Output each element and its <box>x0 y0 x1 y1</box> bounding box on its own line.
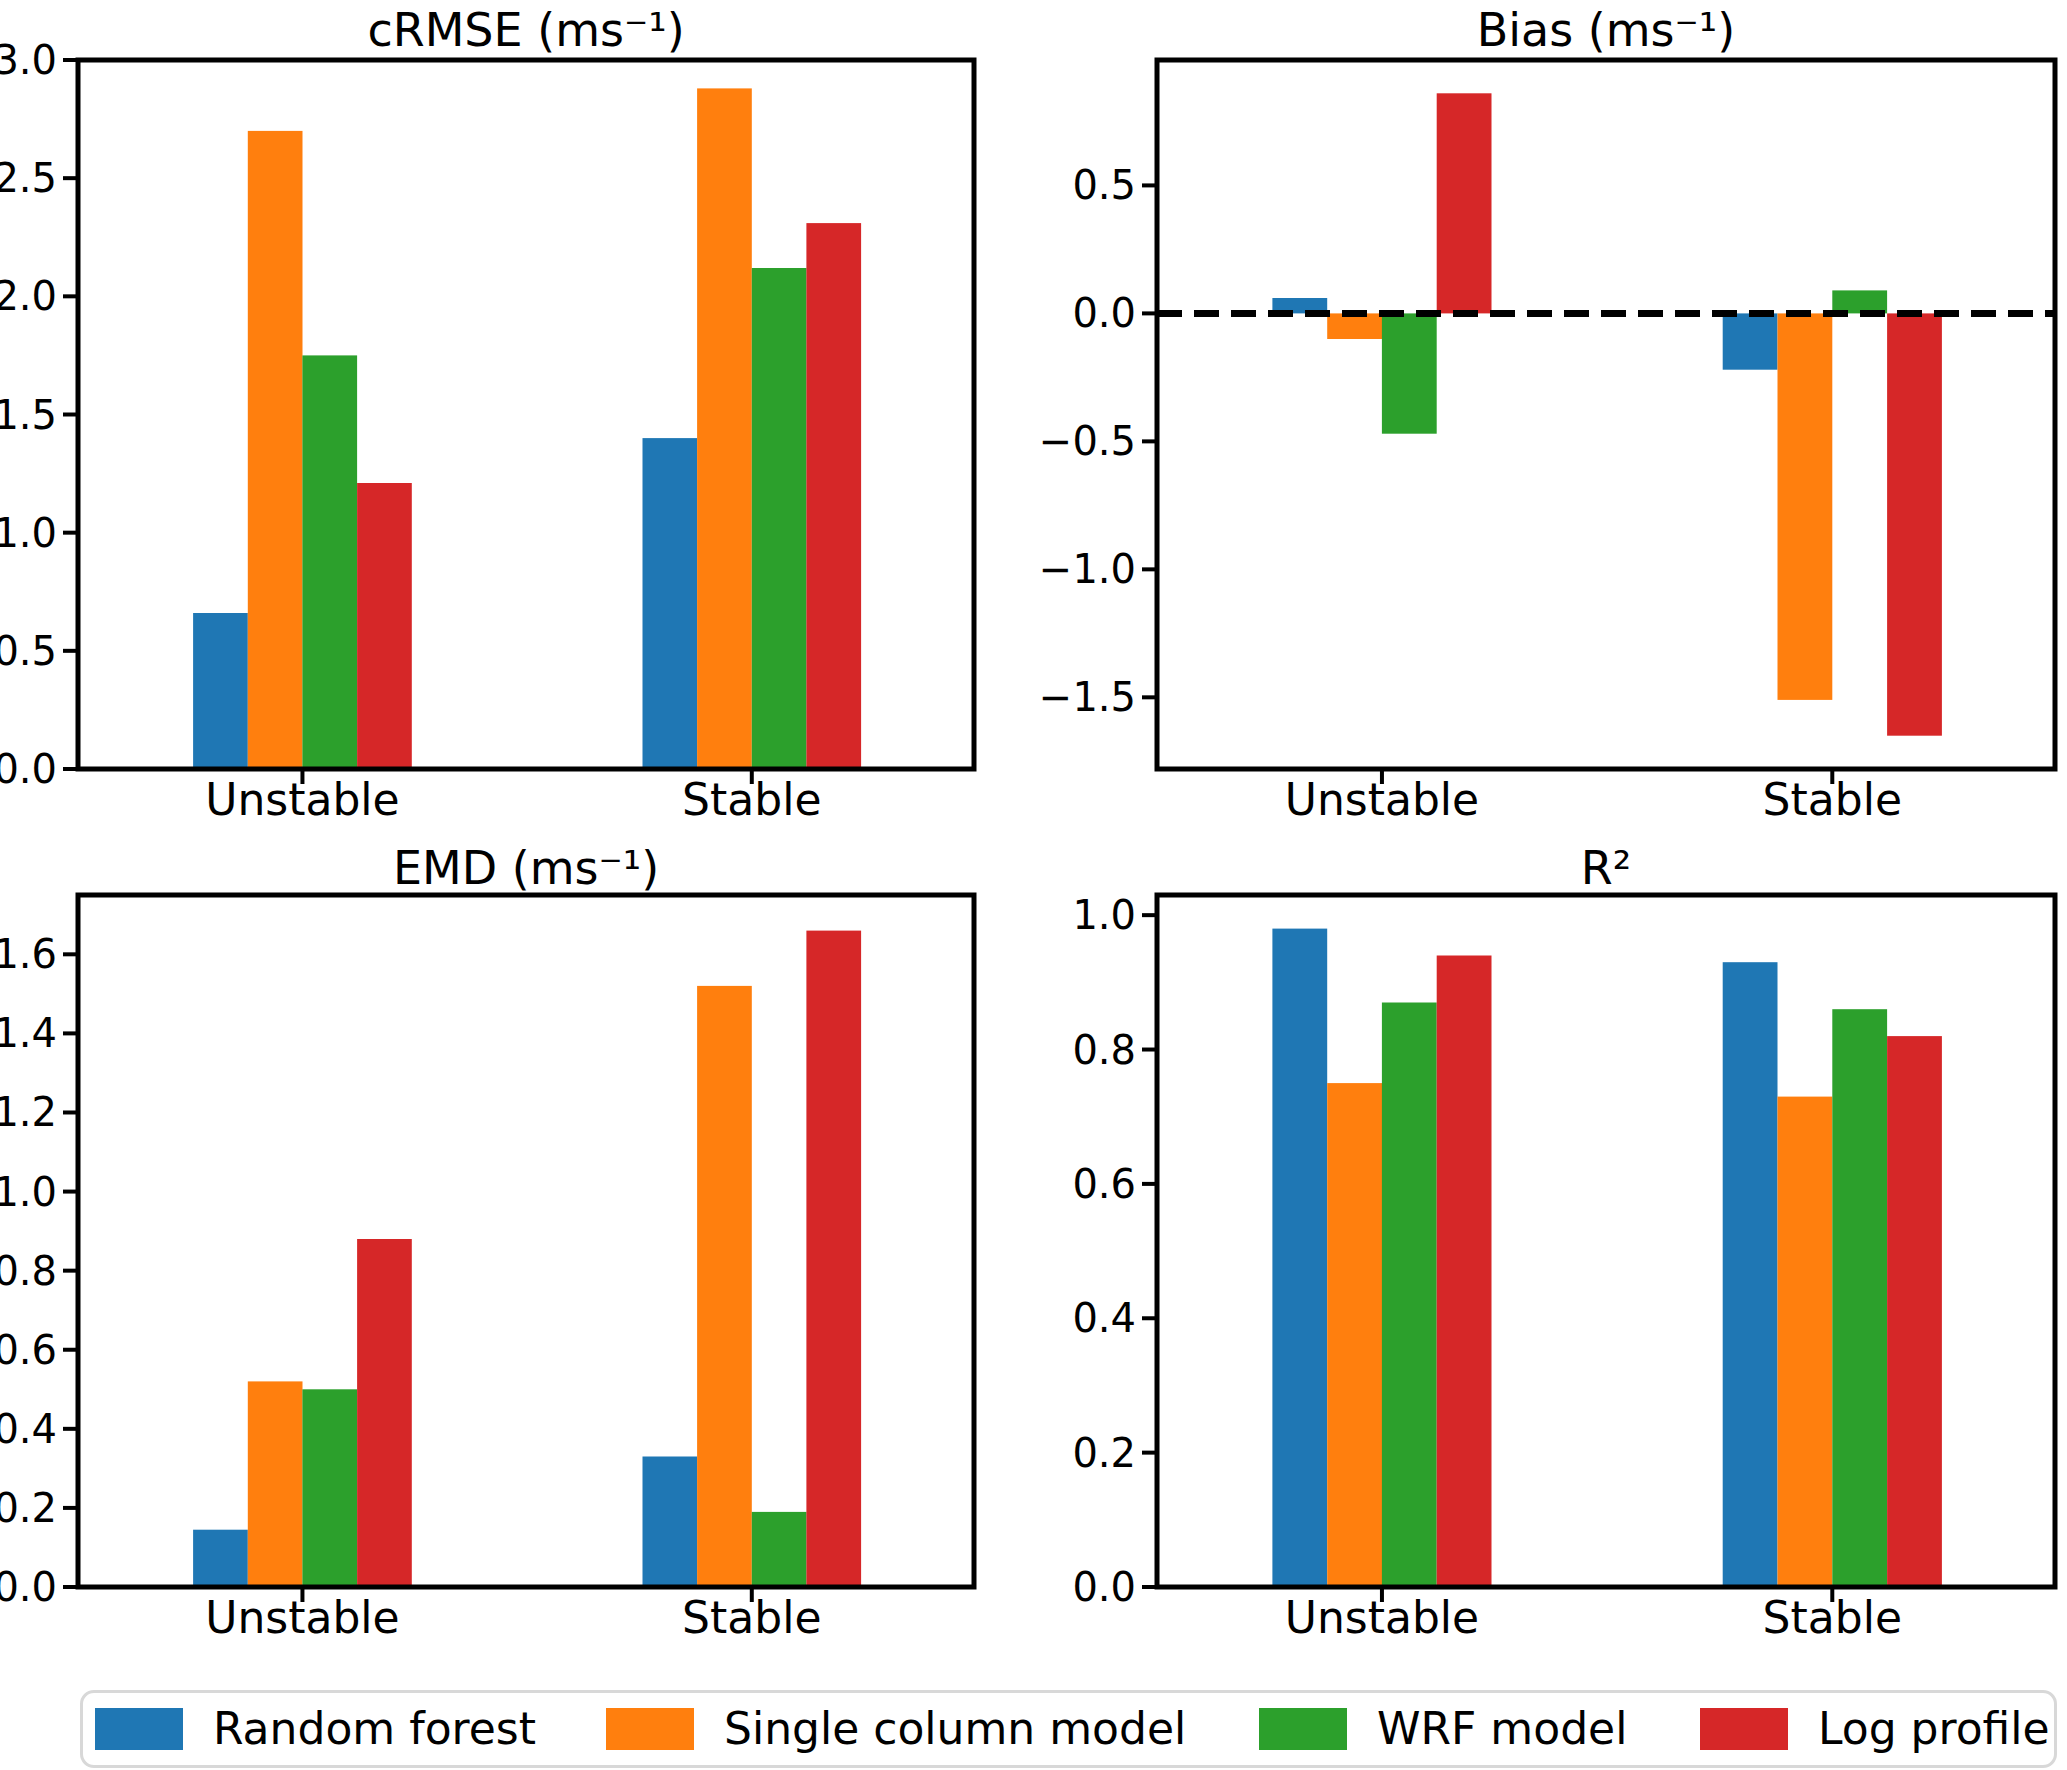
y-tick-label: 0.8 <box>1072 1027 1136 1073</box>
emd-plot: Unstable Stable 0.0 0.2 0.4 0.6 0.8 1.0 1.2 1.4 1.… <box>0 840 1034 1770</box>
legend-label: Log profile <box>1818 1707 2050 1751</box>
bar-wrf-model-unstable <box>1382 1003 1437 1588</box>
bar-random-forest-stable <box>643 1457 698 1588</box>
bar-wrf-model-unstable <box>302 355 357 769</box>
chart-bias: Unstable Stable 0.5 0.0 −0.5 −1.0 −1.5 Bias (ms… <box>1034 0 2067 850</box>
legend-item-log-profile: Log profile <box>1700 1693 2050 1765</box>
bar-log-profile-unstable <box>1437 93 1492 313</box>
bar-single-column-model-unstable <box>248 131 303 769</box>
bar-single-column-model-unstable <box>248 1381 303 1587</box>
legend-swatch-wrf-model <box>1259 1708 1347 1750</box>
y-tick-label: 0.0 <box>0 1564 57 1610</box>
y-tick-label: 1.0 <box>0 1169 57 1215</box>
chart-title: EMD (ms⁻¹) <box>393 841 659 895</box>
x-tick-label: Stable <box>1763 774 1902 825</box>
legend-label: Random forest <box>213 1707 536 1751</box>
y-tick-label: 3.0 <box>0 37 57 83</box>
legend-swatch-random-forest <box>95 1708 183 1750</box>
y-tick-label: −0.5 <box>1039 418 1136 464</box>
y-tick-label: 2.0 <box>0 273 57 319</box>
legend: Random forest Single column model WRF mo… <box>80 1690 2057 1768</box>
chart-title: R² <box>1581 841 1631 895</box>
bar-log-profile-unstable <box>357 1239 412 1587</box>
bar-single-column-model-unstable <box>1327 1083 1382 1587</box>
chart-title: Bias (ms⁻¹) <box>1477 3 1736 57</box>
chart-emd: Unstable Stable 0.0 0.2 0.4 0.6 0.8 1.0 1.2 1.4 1.… <box>0 840 1034 1770</box>
y-tick-label: 0.2 <box>0 1485 57 1531</box>
bar-log-profile-stable <box>806 931 861 1587</box>
legend-item-single-column-model: Single column model <box>606 1693 1186 1765</box>
y-tick-label: 0.4 <box>1072 1295 1136 1341</box>
y-tick-label: 0.0 <box>1072 1564 1136 1610</box>
y-tick-label: 0.4 <box>0 1406 57 1452</box>
bar-single-column-model-stable <box>697 88 752 769</box>
x-tick-label: Unstable <box>205 774 399 825</box>
bar-log-profile-stable <box>806 223 861 769</box>
y-tick-label: 0.8 <box>0 1248 57 1294</box>
y-tick-label: 0.5 <box>0 628 57 674</box>
crmse-plot: Unstable Stable 0.0 0.5 1.0 1.5 2.0 2.5 3.0 cRMSE… <box>0 0 1034 850</box>
x-tick-label: Stable <box>682 1592 821 1643</box>
bar-random-forest-unstable <box>1272 929 1327 1587</box>
bar-random-forest-unstable <box>193 1530 248 1587</box>
bar-random-forest-stable <box>1723 313 1778 369</box>
bar-wrf-model-unstable <box>1382 313 1437 433</box>
bias-plot: Unstable Stable 0.5 0.0 −0.5 −1.0 −1.5 Bias (ms… <box>1034 0 2067 850</box>
y-tick-label: 0.0 <box>0 746 57 792</box>
legend-item-random-forest: Random forest <box>95 1693 536 1765</box>
bar-wrf-model-unstable <box>302 1389 357 1587</box>
bar-log-profile-stable <box>1887 1036 1942 1587</box>
x-tick-label: Stable <box>682 774 821 825</box>
chart-crmse: Unstable Stable 0.0 0.5 1.0 1.5 2.0 2.5 3.0 cRMSE… <box>0 0 1034 850</box>
x-tick-label: Stable <box>1763 1592 1902 1643</box>
y-tick-label: 1.0 <box>0 510 57 556</box>
legend-swatch-log-profile <box>1700 1708 1788 1750</box>
legend-label: WRF model <box>1377 1707 1627 1751</box>
bar-wrf-model-stable <box>1832 1009 1887 1587</box>
bar-random-forest-unstable <box>193 613 248 769</box>
y-tick-label: 1.5 <box>0 392 57 438</box>
chart-r2: Unstable Stable 0.0 0.2 0.4 0.6 0.8 1.0 R² <box>1034 840 2067 1770</box>
y-tick-label: 0.6 <box>1072 1161 1136 1207</box>
bar-wrf-model-stable <box>752 1512 807 1587</box>
chart-title: cRMSE (ms⁻¹) <box>367 3 684 57</box>
bar-single-column-model-stable <box>1778 313 1833 700</box>
bar-log-profile-unstable <box>357 483 412 769</box>
y-tick-label: 1.6 <box>0 931 57 977</box>
bar-log-profile-stable <box>1887 313 1942 735</box>
y-tick-label: 1.4 <box>0 1010 57 1056</box>
y-tick-label: 0.6 <box>0 1327 57 1373</box>
bar-single-column-model-stable <box>697 986 752 1587</box>
r2-plot: Unstable Stable 0.0 0.2 0.4 0.6 0.8 1.0 R² <box>1034 840 2067 1770</box>
legend-swatch-single-column-model <box>606 1708 694 1750</box>
figure: Unstable Stable 0.0 0.5 1.0 1.5 2.0 2.5 3.0 cRMSE… <box>0 0 2067 1770</box>
bar-log-profile-unstable <box>1437 956 1492 1588</box>
legend-item-wrf-model: WRF model <box>1259 1693 1627 1765</box>
x-tick-label: Unstable <box>1285 774 1479 825</box>
bar-single-column-model-stable <box>1778 1097 1833 1587</box>
legend-label: Single column model <box>724 1707 1186 1751</box>
bar-wrf-model-stable <box>752 268 807 769</box>
y-tick-label: −1.0 <box>1039 546 1136 592</box>
y-tick-label: 2.5 <box>0 155 57 201</box>
y-tick-label: 1.0 <box>1072 892 1136 938</box>
y-tick-label: 0.0 <box>1072 290 1136 336</box>
y-tick-label: 0.5 <box>1072 162 1136 208</box>
x-tick-label: Unstable <box>1285 1592 1479 1643</box>
bar-random-forest-stable <box>643 438 698 769</box>
bar-random-forest-stable <box>1723 962 1778 1587</box>
bar-single-column-model-unstable <box>1327 313 1382 339</box>
y-tick-label: 0.2 <box>1072 1430 1136 1476</box>
y-tick-label: 1.2 <box>0 1089 57 1135</box>
x-tick-label: Unstable <box>205 1592 399 1643</box>
y-tick-label: −1.5 <box>1039 674 1136 720</box>
